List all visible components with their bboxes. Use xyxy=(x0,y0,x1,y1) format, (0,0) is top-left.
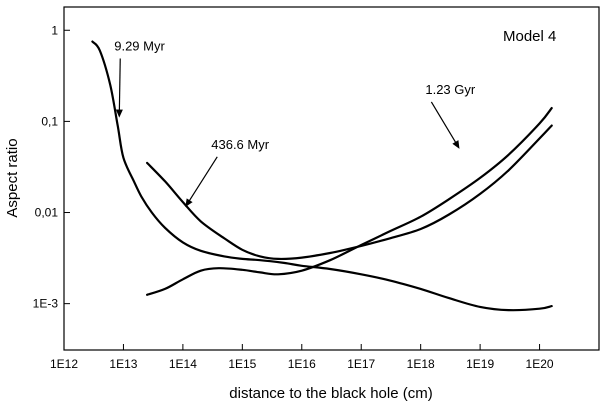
model-label: Model 4 xyxy=(503,28,556,45)
curves xyxy=(91,40,553,312)
curve-9-29-myr xyxy=(91,40,553,312)
x-tick-label: 1E14 xyxy=(169,357,197,371)
x-tick-label: 1E20 xyxy=(526,357,554,371)
annotation-arrow xyxy=(118,58,121,113)
y-axis-ticks: 1E-3 0,01 0,1 1 xyxy=(33,23,70,311)
y-tick-label: 1 xyxy=(51,23,58,37)
y-axis-title: Aspect ratio xyxy=(4,138,21,217)
y-tick-label: 1E-3 xyxy=(33,297,59,311)
x-tick-label: 1E19 xyxy=(466,357,494,371)
annotation-arrowhead xyxy=(115,109,123,118)
x-tick-label: 1E15 xyxy=(228,357,256,371)
y-tick-label: 0,1 xyxy=(41,114,58,128)
annotation-label: 436.6 Myr xyxy=(211,137,269,152)
plot-frame xyxy=(63,6,600,351)
annotations: 9.29 Myr 436.6 Myr 1.23 Gyr xyxy=(114,38,476,207)
x-tick-label: 1E12 xyxy=(50,357,78,371)
annotation-label: 1.23 Gyr xyxy=(425,82,476,97)
annotation-arrow xyxy=(430,101,458,146)
x-tick-label: 1E16 xyxy=(288,357,316,371)
x-tick-label: 1E13 xyxy=(109,357,137,371)
x-axis-title: distance to the black hole (cm) xyxy=(229,385,432,402)
x-axis-ticks: 1E12 1E13 1E14 1E15 1E16 1E17 1E18 1E19 1E20 xyxy=(50,344,554,371)
annotation-arrow xyxy=(187,156,218,204)
annotation-label: 9.29 Myr xyxy=(114,38,165,53)
annotation-arrowhead xyxy=(452,140,460,149)
y-tick-label: 0,01 xyxy=(35,206,59,220)
curve-1-23-gyr xyxy=(146,107,553,296)
x-tick-label: 1E17 xyxy=(347,357,375,371)
annotation-arrowhead xyxy=(185,198,193,207)
x-tick-label: 1E18 xyxy=(407,357,435,371)
curve-436-6-myr xyxy=(146,124,553,261)
